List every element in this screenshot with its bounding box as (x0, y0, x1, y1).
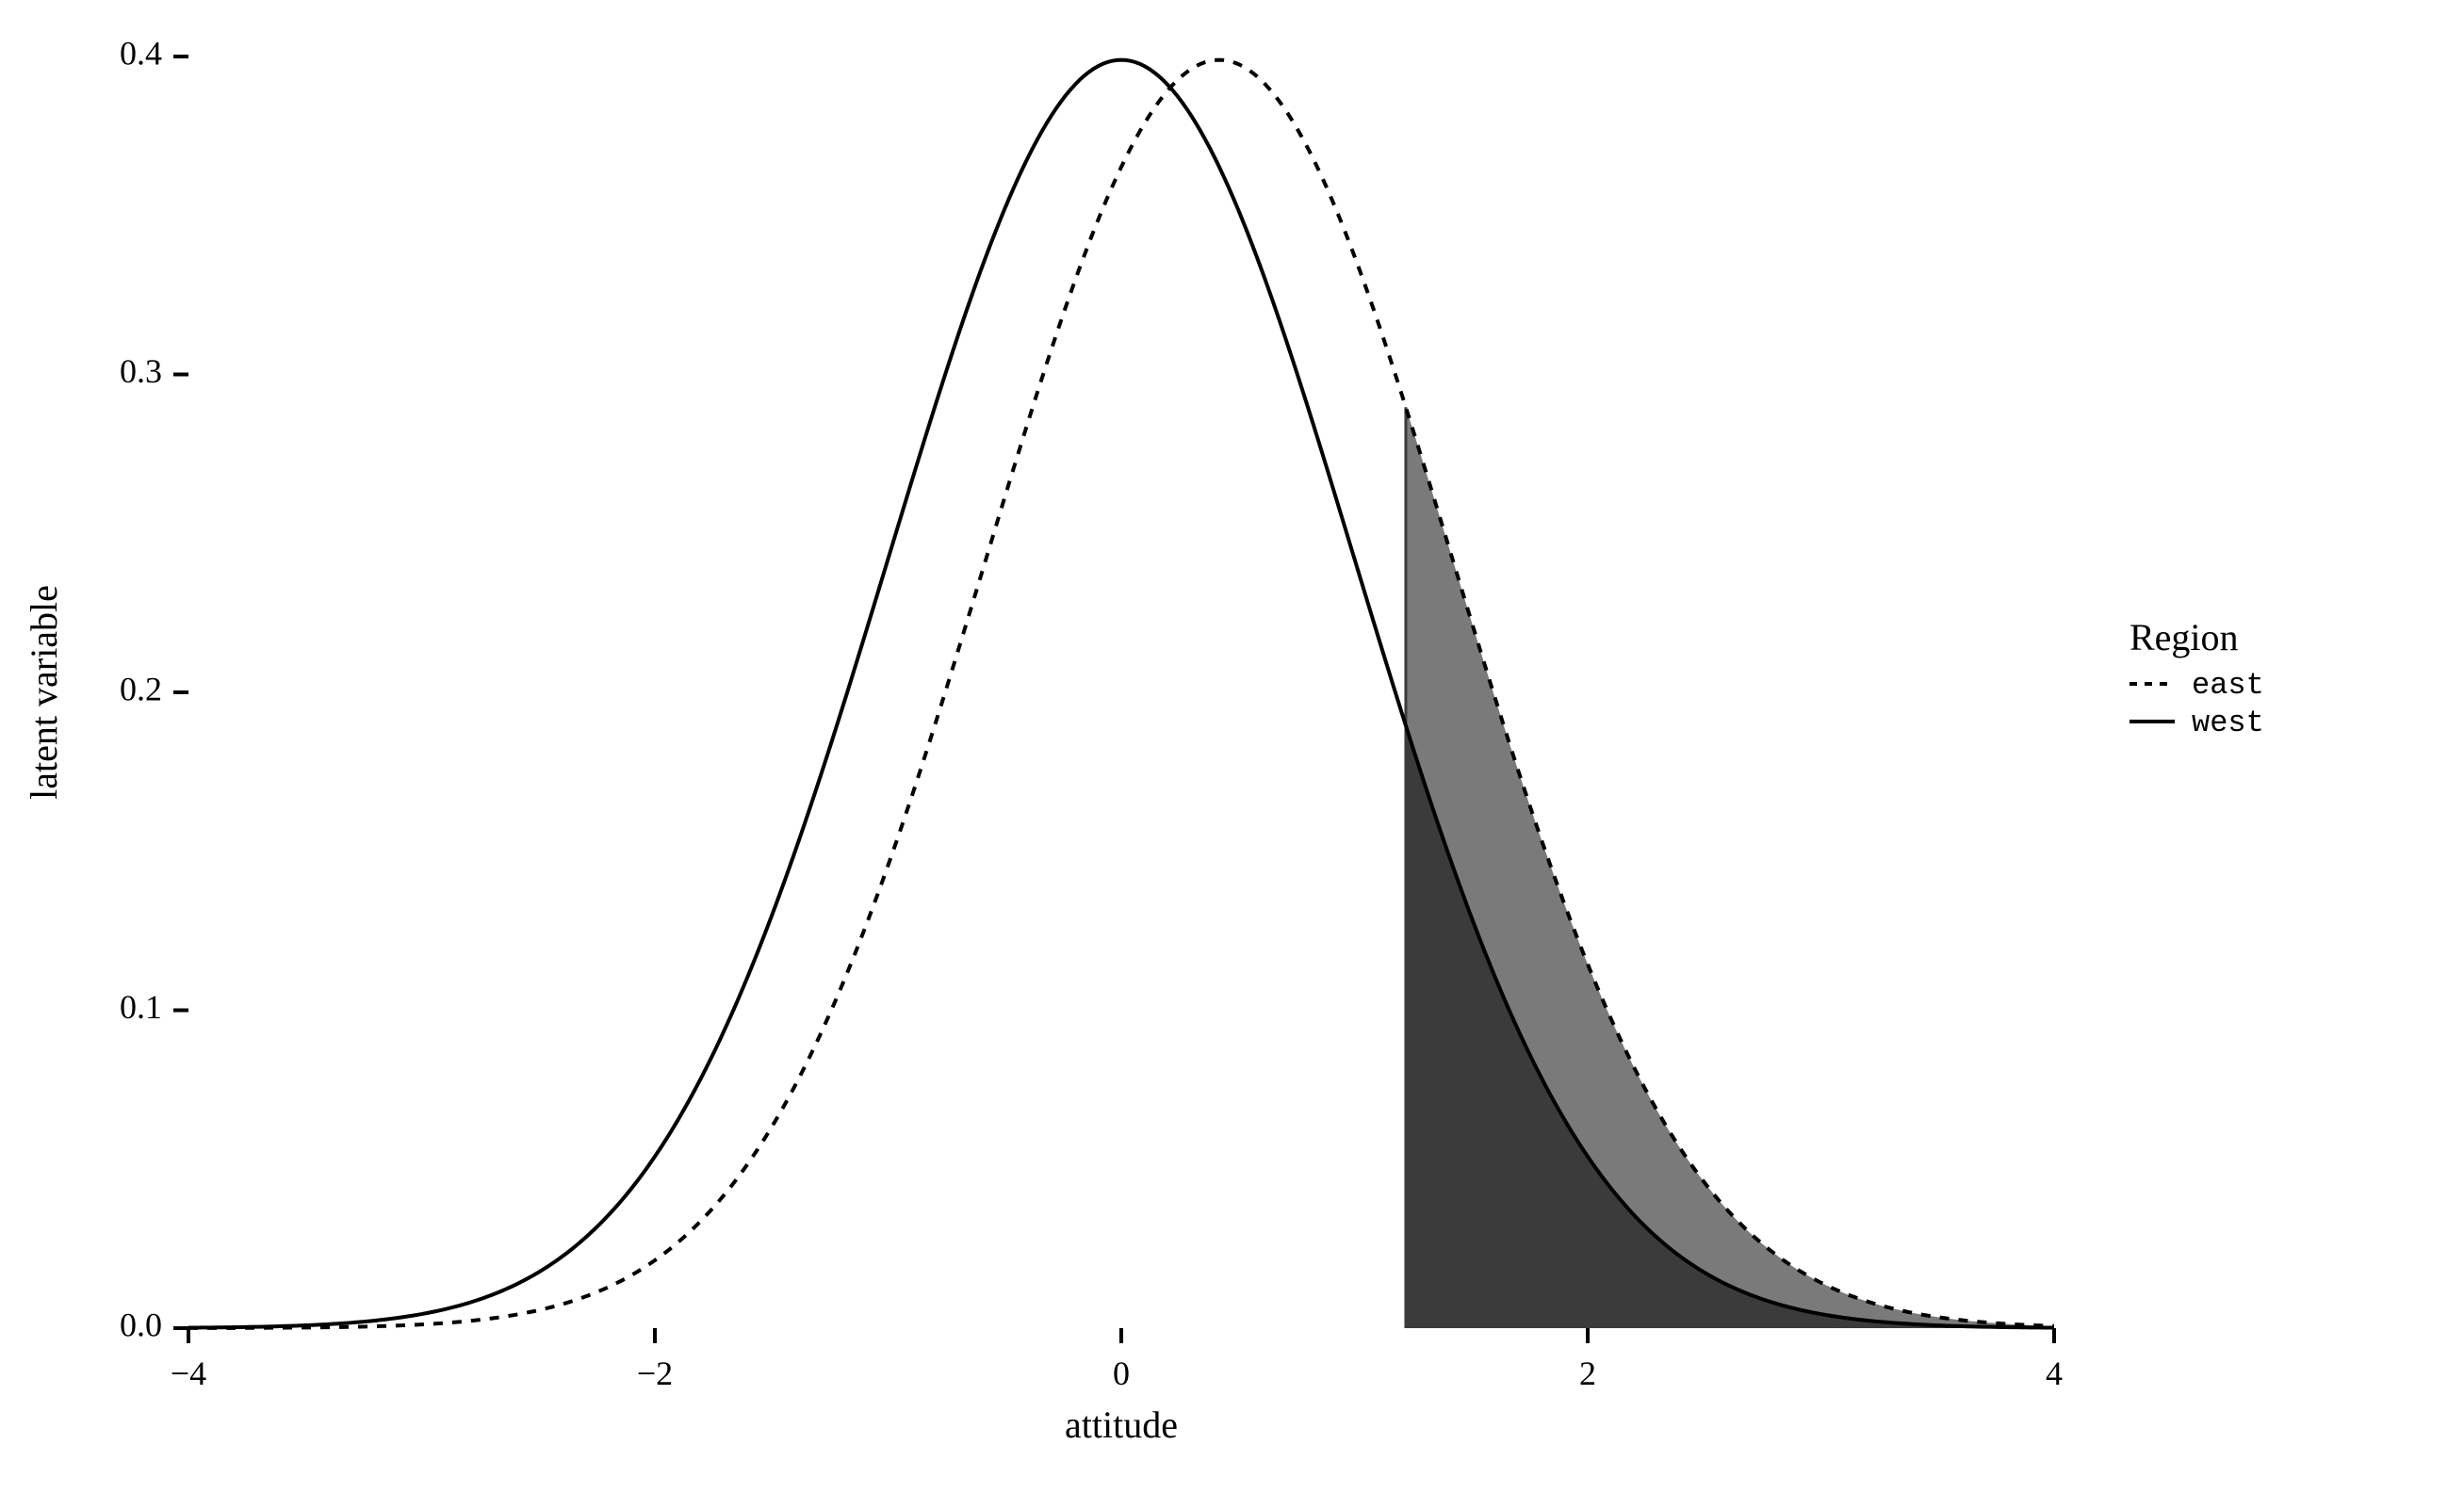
density-chart: 0.0 0.1 0.2 0.3 0.4 −4 −2 0 2 4 attitude latent var… (0, 0, 2464, 1509)
legend-label-west: west (2192, 706, 2264, 740)
y-tick-label: 0.3 (120, 352, 162, 390)
legend-title: Region (2129, 616, 2239, 658)
y-tick-label: 0.4 (120, 34, 162, 72)
x-tick-label: −2 (637, 1355, 673, 1392)
y-tick-label: 0.2 (120, 670, 162, 707)
y-tick-label: 0.1 (120, 988, 162, 1026)
x-tick-label: −4 (171, 1355, 206, 1392)
chart-container: 0.0 0.1 0.2 0.3 0.4 −4 −2 0 2 4 attitude latent var… (0, 0, 2464, 1509)
x-tick-label: 4 (2046, 1355, 2063, 1392)
x-axis-title: attitude (1065, 1404, 1178, 1446)
legend-label-east: east (2192, 668, 2264, 703)
x-tick-label: 2 (1579, 1355, 1596, 1392)
y-axis-title: latent variable (23, 585, 65, 800)
y-tick-label: 0.0 (120, 1306, 162, 1343)
x-tick-label: 0 (1113, 1355, 1130, 1392)
